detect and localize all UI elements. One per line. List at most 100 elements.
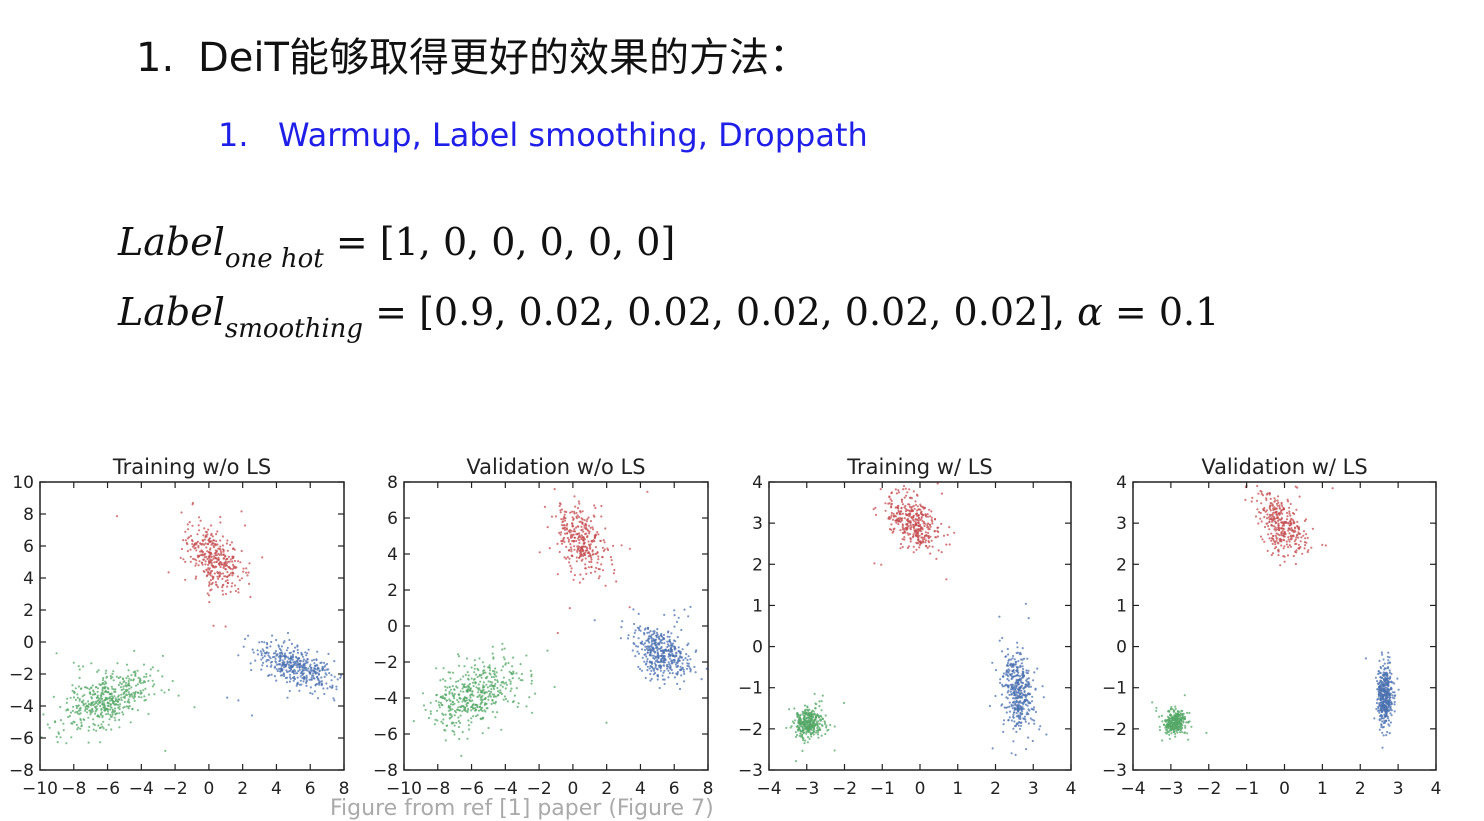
scatter-point	[193, 706, 196, 709]
scatter-point	[663, 664, 666, 667]
scatter-point	[914, 500, 917, 503]
scatter-point	[1178, 723, 1181, 727]
scatter-point	[480, 699, 483, 702]
scatter-point	[339, 676, 342, 679]
scatter-point	[820, 723, 824, 726]
scatter-point	[475, 703, 478, 706]
scatter-point	[128, 677, 131, 680]
scatter-point	[895, 492, 899, 495]
scatter-point	[213, 556, 216, 559]
scatter-point	[816, 722, 819, 725]
scatter-point	[1278, 504, 1281, 507]
scatter-point	[214, 552, 217, 555]
scatter-point	[1001, 683, 1004, 686]
scatter-point	[818, 728, 821, 731]
scatter-point	[290, 668, 293, 671]
scatter-point	[1028, 692, 1031, 696]
scatter-point	[554, 515, 558, 518]
scatter-point	[273, 666, 276, 669]
scatter-point	[72, 705, 75, 708]
scatter-point	[1012, 691, 1015, 694]
scatter-point	[677, 659, 681, 662]
x-tick-label: 2	[990, 779, 1001, 799]
scatter-point	[296, 672, 299, 675]
scatter-point	[464, 700, 467, 703]
scatter-point	[103, 702, 106, 705]
scatter-point	[1029, 685, 1033, 688]
scatter-point	[1011, 677, 1014, 680]
scatter-point	[498, 691, 501, 694]
scatter-point	[1033, 719, 1036, 722]
scatter-point	[219, 539, 222, 542]
scatter-point	[656, 678, 659, 681]
scatter-point	[79, 687, 82, 690]
scatter-point	[1260, 502, 1263, 505]
scatter-point	[999, 681, 1002, 684]
scatter-point	[499, 684, 502, 687]
scatter-point	[1295, 549, 1298, 552]
scatter-point	[602, 539, 605, 542]
scatter-point	[1387, 684, 1390, 687]
scatter-point	[143, 699, 146, 702]
scatter-point	[594, 506, 597, 510]
scatter-point	[909, 540, 912, 543]
scatter-point	[558, 504, 561, 508]
scatter-point	[451, 671, 455, 674]
chart-title: Validation w/ LS	[1201, 455, 1367, 479]
x-tick-label: −10	[386, 779, 422, 799]
scatter-point	[510, 687, 513, 690]
scatter-point	[481, 686, 484, 689]
scatter-point	[442, 667, 445, 670]
scatter-point	[451, 729, 454, 732]
equation-alpha: α	[1077, 290, 1103, 334]
scatter-point	[111, 713, 114, 716]
scatter-point	[580, 517, 583, 520]
scatter-point	[889, 505, 893, 508]
scatter-point	[810, 715, 814, 718]
scatter-point	[799, 714, 802, 717]
scatter-point	[296, 651, 300, 654]
scatter-point	[1265, 517, 1269, 520]
scatter-point	[567, 530, 570, 533]
scatter-point	[1266, 492, 1269, 495]
scatter-point	[556, 573, 559, 576]
scatter-point	[434, 718, 437, 721]
scatter-point	[673, 625, 676, 628]
scatter-point	[111, 699, 114, 702]
equation-one-hot-sub: one hot	[224, 244, 324, 274]
scatter-point	[193, 547, 196, 550]
scatter-point	[481, 732, 484, 735]
scatter-point	[905, 523, 909, 526]
scatter-point	[628, 547, 632, 550]
scatter-point	[930, 510, 933, 513]
scatter-point	[659, 664, 662, 667]
scatter-point	[1033, 706, 1036, 709]
scatter-point	[1385, 707, 1388, 710]
scatter-point	[924, 522, 927, 525]
scatter-point	[600, 563, 603, 566]
scatter-point	[504, 687, 507, 690]
scatter-point	[927, 526, 930, 529]
scatter-point	[577, 500, 581, 503]
scatter-point	[923, 536, 926, 539]
scatter-point	[212, 624, 215, 627]
scatter-point	[679, 665, 682, 668]
scatter-point	[77, 665, 80, 668]
scatter-point	[221, 577, 224, 580]
scatter-point	[1394, 694, 1397, 697]
scatter-point	[104, 680, 107, 683]
scatter-point	[687, 615, 690, 618]
scatter-point	[546, 526, 549, 529]
scatter-point	[195, 575, 198, 578]
scatter-point	[525, 654, 528, 657]
scatter-point	[1379, 676, 1382, 679]
scatter-point	[275, 668, 278, 671]
scatter-point	[152, 683, 156, 686]
scatter-point	[1288, 510, 1291, 513]
scatter-point	[658, 642, 661, 645]
scatter-point	[892, 512, 895, 515]
scatter-point	[1385, 667, 1388, 670]
scatter-point	[649, 630, 652, 633]
scatter-point	[490, 702, 493, 706]
scatter-point	[1274, 526, 1277, 529]
